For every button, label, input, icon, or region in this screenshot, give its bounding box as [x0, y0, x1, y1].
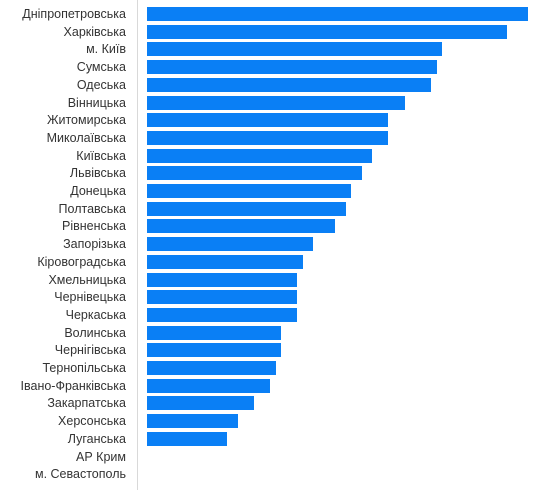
bar	[147, 7, 528, 21]
bar	[147, 219, 335, 234]
bar	[147, 378, 271, 393]
bar	[147, 95, 405, 110]
bar	[147, 166, 362, 181]
category-label: Чернівецька	[54, 290, 126, 305]
category-label: Луганська	[67, 431, 126, 446]
category-label: Полтавська	[58, 201, 126, 216]
bar	[147, 42, 443, 57]
bar	[147, 184, 351, 198]
category-label: АР Крим	[76, 449, 126, 464]
category-label: Чернігівська	[54, 343, 126, 358]
category-label: Хмельницька	[48, 272, 126, 287]
bar	[147, 431, 228, 446]
bar	[147, 77, 432, 92]
category-label: м. Севастополь	[34, 467, 126, 482]
category-label: Житомирська	[46, 113, 126, 128]
bar	[147, 343, 282, 358]
bar	[147, 414, 239, 429]
bar	[147, 254, 303, 269]
category-label: Івано-Франківська	[20, 378, 126, 393]
category-label: Сумська	[76, 60, 126, 75]
bar	[147, 237, 314, 252]
bar	[147, 201, 346, 216]
bar	[147, 325, 282, 340]
bar	[147, 148, 373, 163]
category-label: Тернопільська	[42, 361, 126, 375]
category-label: Кіровоградська	[37, 254, 126, 269]
category-label: Запорізька	[63, 237, 126, 252]
category-label: Львівська	[69, 166, 126, 181]
category-label: Херсонська	[58, 414, 126, 429]
category-label: Черкаська	[65, 307, 126, 322]
category-label: Миколаївська	[46, 130, 126, 145]
category-label: Одеська	[76, 77, 126, 92]
bar	[147, 361, 276, 375]
bar	[147, 272, 298, 287]
bar	[147, 307, 298, 322]
bar	[147, 113, 389, 128]
bar	[147, 396, 255, 411]
category-label: Закарпатська	[47, 396, 126, 411]
category-label: Рівненська	[62, 219, 126, 234]
bar	[147, 290, 298, 305]
category-label: Дніпропетровська	[22, 7, 126, 21]
category-label: Харківська	[63, 24, 126, 39]
category-label: Донецька	[70, 184, 126, 198]
category-label: Київська	[76, 148, 126, 163]
bar	[147, 60, 437, 75]
category-label: Волинська	[64, 325, 126, 340]
category-label: м. Київ	[86, 42, 126, 57]
bar	[147, 130, 389, 145]
bar	[147, 24, 507, 39]
y-axis-line	[137, 0, 138, 490]
category-label: Вінницька	[67, 95, 126, 110]
